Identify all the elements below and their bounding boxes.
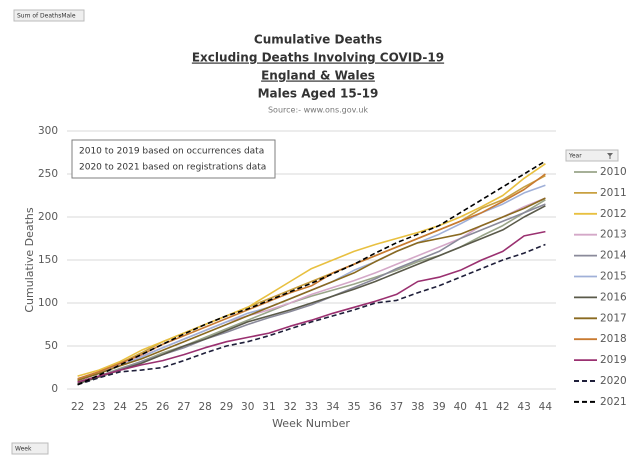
x-axis-title: Week Number <box>272 417 350 430</box>
data-line <box>77 230 546 383</box>
x-tick-label: 42 <box>496 401 509 413</box>
x-tick-label: 26 <box>156 401 170 413</box>
legend-field-button[interactable] <box>565 149 619 162</box>
x-tick-label: 24 <box>113 401 127 413</box>
x-tick-label: 39 <box>432 401 445 413</box>
y-tick-label: 250 <box>38 168 58 180</box>
legend-field-button-label[interactable]: Year <box>568 153 582 160</box>
y-tick-label: 200 <box>38 211 58 223</box>
x-tick-label: 22 <box>71 401 84 413</box>
y-tick-label: 300 <box>38 125 58 137</box>
x-tick-label: 32 <box>284 401 297 413</box>
chart-group: Males Aged 15-19 <box>258 87 379 101</box>
data-line <box>77 197 546 382</box>
chart-title: Cumulative Deaths <box>254 33 382 47</box>
annotation: 2020 to 2021 based on registrations data <box>79 163 266 173</box>
x-tick-label: 27 <box>177 401 190 413</box>
legend-label: 2014 <box>600 250 626 262</box>
legend-label: 2018 <box>600 333 626 345</box>
legend-label: 2011 <box>600 187 626 199</box>
chart-subtitle: Excluding Deaths Involving COVID-19 <box>192 51 444 65</box>
legend-label: 2021 <box>600 396 626 408</box>
y-tick-label: 150 <box>38 254 58 266</box>
legend-label: 2016 <box>600 291 626 303</box>
legend-label: 2017 <box>600 312 626 324</box>
x-tick-label: 35 <box>347 401 360 413</box>
x-tick-label: 38 <box>411 401 424 413</box>
field-button-label[interactable]: Sum of DeathsMale <box>17 13 76 20</box>
annotation: 2010 to 2019 based on occurrences data <box>79 147 264 157</box>
x-tick-label: 25 <box>135 401 148 413</box>
x-tick-label: 41 <box>475 401 488 413</box>
data-line <box>77 243 546 386</box>
data-line <box>77 160 546 386</box>
annotation-box <box>71 139 276 179</box>
x-tick-label: 29 <box>220 401 233 413</box>
data-line <box>77 163 546 377</box>
x-tick-label: 37 <box>390 401 403 413</box>
x-tick-label: 30 <box>241 401 254 413</box>
legend-label: 2020 <box>600 375 626 387</box>
y-tick-label: 0 <box>51 383 58 395</box>
data-line <box>77 205 546 385</box>
y-axis-title: Cumulative Deaths <box>23 207 36 313</box>
y-tick-label: 100 <box>38 297 58 309</box>
data-line <box>77 173 546 380</box>
x-tick-label: 44 <box>539 401 553 413</box>
x-tick-label: 33 <box>305 401 318 413</box>
axis-field-button[interactable] <box>11 442 49 455</box>
y-tick-label: 50 <box>45 340 58 352</box>
x-tick-label: 40 <box>454 401 467 413</box>
data-line <box>77 174 546 382</box>
x-tick-label: 28 <box>199 401 212 413</box>
legend-label: 2019 <box>600 354 626 366</box>
axis-field-button-label[interactable]: Week <box>15 446 32 453</box>
legend-label: 2010 <box>600 166 626 178</box>
chart-source: Source:- www.ons.gov.uk <box>268 106 368 115</box>
legend-label: 2012 <box>600 208 626 220</box>
legend-label: 2013 <box>600 229 626 241</box>
legend-label: 2015 <box>600 271 626 283</box>
x-tick-label: 31 <box>262 401 275 413</box>
x-tick-label: 36 <box>369 401 383 413</box>
x-tick-label: 23 <box>92 401 105 413</box>
x-tick-label: 34 <box>326 401 340 413</box>
filter-icon[interactable] <box>607 153 613 159</box>
data-line <box>77 199 546 383</box>
x-tick-label: 43 <box>517 401 530 413</box>
chart-region: England & Wales <box>261 69 375 83</box>
field-button[interactable] <box>13 9 85 22</box>
